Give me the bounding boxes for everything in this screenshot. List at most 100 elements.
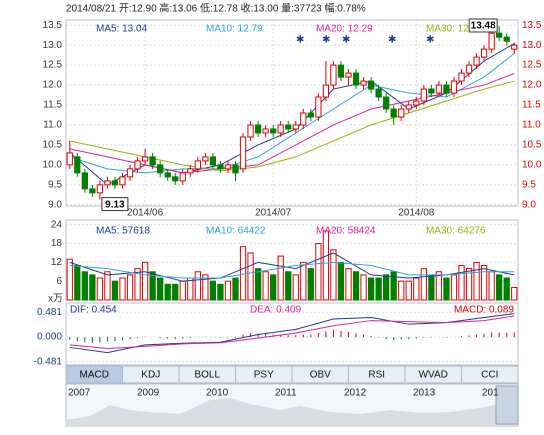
volume-bar bbox=[164, 283, 171, 301]
indicator-tab-label: OBV bbox=[310, 370, 331, 381]
candle-body bbox=[360, 80, 367, 86]
y-tick-label-right: 10.5 bbox=[522, 140, 542, 151]
indicator-tab-label: CCI bbox=[481, 370, 498, 381]
candle-body bbox=[398, 108, 405, 118]
candle-body bbox=[503, 36, 510, 42]
candle-body bbox=[209, 156, 217, 166]
y-tick-label: 12.5 bbox=[43, 60, 63, 71]
volume-bar bbox=[74, 264, 81, 301]
star: ✱ bbox=[322, 35, 330, 46]
star: ✱ bbox=[388, 35, 396, 46]
indicator-tab-label: WVAD bbox=[419, 370, 448, 381]
y-tick-label: 11.0 bbox=[43, 120, 62, 131]
indicator-tab-label: BOLL bbox=[194, 370, 220, 381]
volume-bar bbox=[262, 271, 269, 301]
high-annotation-box bbox=[468, 18, 498, 33]
candle-body bbox=[247, 124, 254, 138]
candle-body bbox=[134, 160, 141, 170]
candle-body bbox=[435, 84, 443, 94]
candle-body bbox=[413, 100, 420, 106]
volume-bar bbox=[383, 274, 390, 301]
volume-bar bbox=[496, 274, 503, 301]
volume-legend: MA30: 64276 bbox=[426, 226, 486, 237]
volume-bar bbox=[300, 261, 307, 301]
y-tick-label: 12 bbox=[51, 257, 63, 268]
volume-bar bbox=[315, 243, 322, 301]
volume-bar bbox=[450, 274, 458, 301]
volume-bar bbox=[232, 277, 239, 301]
y-tick-label-right: 9.0 bbox=[522, 199, 536, 210]
candle-body bbox=[375, 88, 382, 98]
candle-body bbox=[480, 48, 488, 58]
x-tick-label: 2014/06 bbox=[127, 208, 164, 219]
star: ✱ bbox=[296, 35, 304, 46]
volume-ma-line bbox=[69, 261, 515, 279]
candle-body bbox=[300, 112, 307, 126]
timeline-year: 2012 bbox=[344, 388, 367, 399]
volume-bar bbox=[209, 280, 217, 301]
y-tick-label: 6 bbox=[56, 276, 62, 287]
y-tick-label-right: 13.0 bbox=[522, 40, 542, 51]
ma-line bbox=[69, 80, 515, 172]
y-tick-label: 18 bbox=[51, 238, 63, 249]
indicator-tab-label: PSY bbox=[254, 370, 274, 381]
candle-body bbox=[239, 136, 247, 170]
indicator-tab[interactable] bbox=[461, 365, 519, 384]
y-tick-label-right: 12.5 bbox=[522, 60, 542, 71]
volume-bar bbox=[224, 280, 232, 301]
volume-bar bbox=[81, 271, 88, 301]
volume-bar bbox=[277, 255, 284, 301]
candle-body bbox=[217, 164, 224, 170]
volume-bar bbox=[352, 271, 360, 301]
volume-bar bbox=[89, 274, 96, 301]
markers: ✱ ✱ ✱ ✱ ✱ bbox=[296, 35, 434, 46]
candle-body bbox=[81, 172, 88, 190]
candle-body bbox=[383, 96, 390, 110]
macd-legend: DEA: 0.409 bbox=[250, 305, 302, 316]
volume-legend: MA5: 57618 bbox=[96, 226, 150, 237]
timeline-year: 2013 bbox=[413, 388, 436, 399]
candle-body bbox=[89, 188, 96, 194]
volume-bar bbox=[473, 261, 480, 301]
volume-bar bbox=[322, 230, 330, 301]
quote-header: 2014/08/21 开:12.90 高:13.06 低:12.78 收:13.… bbox=[66, 2, 366, 15]
candle-body bbox=[367, 80, 375, 90]
candle-body bbox=[292, 124, 299, 130]
candle-body bbox=[270, 128, 277, 134]
timeline-handle[interactable] bbox=[495, 385, 519, 425]
volume-bar bbox=[345, 268, 352, 301]
volume-bar bbox=[149, 271, 156, 301]
candle-body bbox=[164, 172, 171, 178]
macd-frame bbox=[65, 302, 519, 366]
volume-frame bbox=[65, 219, 519, 301]
volume-bar bbox=[488, 271, 495, 301]
volume-bar bbox=[375, 277, 382, 301]
volume-bar bbox=[187, 277, 194, 301]
volume-bar bbox=[390, 271, 397, 301]
volume-bar bbox=[96, 277, 104, 301]
timeline-overview bbox=[66, 398, 518, 426]
indicator-tab-label: RSI bbox=[368, 370, 385, 381]
candle-body bbox=[405, 104, 412, 110]
volume-bar bbox=[134, 268, 141, 301]
volume-bar bbox=[292, 274, 299, 301]
macd-legend: MACD: 0.089 bbox=[454, 305, 514, 316]
macd-legend: DIF: 0.454 bbox=[70, 305, 117, 316]
volume-bar bbox=[435, 271, 443, 301]
low-annotation-box bbox=[101, 197, 129, 212]
candle-body bbox=[330, 64, 337, 86]
candle-body bbox=[74, 156, 81, 174]
indicator-tab-label: KDJ bbox=[141, 370, 160, 381]
candle-body bbox=[194, 160, 201, 170]
volume-bar bbox=[337, 261, 345, 301]
ma-legend: MA30: 12.10 bbox=[426, 24, 483, 35]
candle-body bbox=[307, 112, 314, 118]
candle-body bbox=[420, 88, 427, 102]
star: ✱ bbox=[426, 35, 434, 46]
candle-body bbox=[119, 176, 126, 186]
candle-body bbox=[157, 164, 164, 174]
candle-body bbox=[96, 184, 104, 194]
volume-bar bbox=[239, 246, 247, 301]
candle-body bbox=[277, 124, 284, 134]
ma-legend: MA10: 12.79 bbox=[206, 24, 263, 35]
